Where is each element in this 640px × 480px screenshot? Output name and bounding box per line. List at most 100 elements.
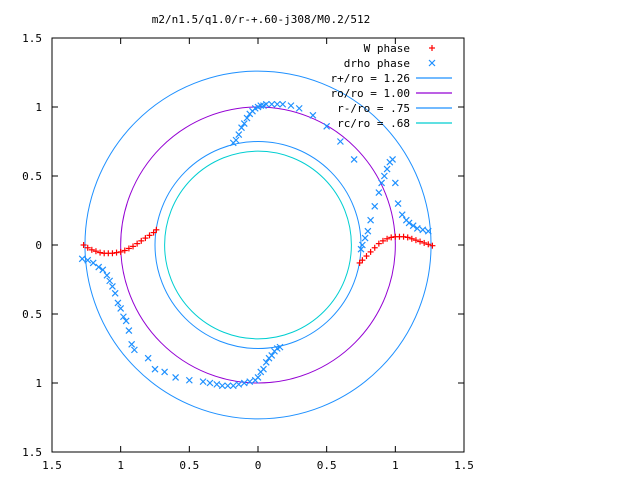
point-s1-13 — [125, 327, 133, 334]
point-s1-17 — [151, 365, 159, 373]
point-s1-29 — [246, 378, 254, 386]
y-tick-label-2: 0.5 — [22, 308, 42, 321]
point-s1-53 — [394, 200, 402, 208]
chart-title: m2/n1.5/q1.0/r-+.60-j308/M0.2/512 — [152, 13, 371, 26]
point-s0-34 — [417, 238, 424, 245]
point-s1-16 — [144, 354, 152, 362]
point-s0-27 — [388, 234, 395, 241]
x-tick-label-6: 1.5 — [454, 459, 474, 472]
point-s1-48 — [380, 172, 388, 180]
point-s0-33 — [412, 237, 419, 244]
point-s1-5 — [103, 271, 111, 279]
point-s0-21 — [363, 253, 370, 260]
point-s0-31 — [404, 234, 411, 241]
point-s1-10 — [117, 305, 125, 312]
point-s1-66 — [243, 114, 251, 122]
point-s1-8 — [111, 289, 119, 297]
point-s1-4 — [99, 266, 107, 274]
point-s0-12 — [130, 243, 137, 250]
circle-3 — [164, 150, 352, 340]
y-tick-label-3: 0 — [35, 239, 42, 252]
point-s0-24 — [375, 240, 382, 247]
plot-frame — [51, 37, 465, 453]
point-s0-25 — [379, 237, 386, 244]
point-s1-82 — [350, 156, 358, 163]
point-s1-78 — [295, 104, 303, 112]
x-tick-label-4: 0.5 — [317, 459, 337, 472]
legend-label-0: W phase — [364, 42, 410, 55]
x-tick-label-1: 1 — [117, 459, 124, 472]
point-s1-44 — [367, 216, 375, 224]
point-s1-56 — [405, 219, 413, 227]
point-s1-47 — [378, 179, 386, 187]
legend-label-3: ro/ro = 1.00 — [331, 87, 410, 100]
point-s1-39 — [276, 343, 284, 351]
point-s0-20 — [359, 257, 366, 264]
axis-ticks: 1.5 1 0.5 0 0.5 1 1.51.510.500.511.5 — [22, 32, 474, 472]
point-s1-43 — [364, 227, 372, 235]
point-s1-64 — [238, 124, 245, 132]
point-s1-3 — [95, 263, 103, 271]
point-s0-18 — [153, 226, 160, 233]
point-s1-80 — [323, 122, 331, 130]
point-s1-23 — [213, 380, 221, 388]
point-s1-57 — [409, 222, 417, 230]
point-s0-36 — [425, 241, 432, 248]
point-s0-16 — [146, 232, 153, 239]
point-s1-62 — [232, 136, 240, 144]
legend-label-4: r-/ro = .75 — [337, 102, 410, 115]
point-s0-10 — [121, 247, 128, 254]
point-s1-1 — [84, 256, 92, 264]
point-s1-28 — [240, 379, 248, 387]
point-s0-15 — [142, 235, 149, 242]
x-tick-label-0: 1.5 — [42, 459, 62, 472]
point-s1-31 — [254, 374, 262, 381]
point-s1-79 — [309, 111, 317, 119]
data-points — [78, 100, 436, 390]
y-tick-label-0: 1.5 — [22, 446, 42, 459]
point-s0-19 — [356, 259, 363, 266]
point-s0-1 — [84, 244, 91, 251]
point-s0-11 — [125, 245, 132, 252]
point-s1-26 — [229, 382, 237, 390]
point-s0-9 — [117, 248, 124, 255]
point-s1-51 — [389, 156, 397, 163]
point-s0-23 — [371, 244, 378, 251]
point-s1-71 — [257, 102, 265, 110]
point-s1-54 — [398, 211, 406, 219]
point-s0-13 — [134, 240, 141, 247]
point-s1-25 — [224, 382, 232, 390]
point-s1-74 — [268, 100, 276, 108]
y-tick-label-5: 1 — [35, 101, 42, 114]
point-s0-30 — [400, 233, 407, 240]
point-s1-36 — [268, 351, 276, 359]
point-s1-14 — [128, 340, 136, 348]
point-s1-75 — [273, 100, 281, 108]
point-s0-2 — [88, 246, 95, 253]
circle-1 — [120, 106, 396, 384]
legend-label-1: drho phase — [344, 57, 410, 70]
point-s1-6 — [106, 277, 114, 285]
point-s0-35 — [421, 239, 428, 246]
point-s1-22 — [206, 379, 214, 387]
x-tick-label-3: 0 — [255, 459, 262, 472]
legend: W phase drho phase r+/ro = 1.26 ro/ro = 1.0… — [331, 42, 452, 130]
point-s1-9 — [114, 299, 122, 307]
x-tick-label-5: 1 — [392, 459, 399, 472]
point-s1-0 — [78, 255, 86, 263]
legend-swatch-1 — [428, 59, 436, 67]
point-s0-8 — [113, 249, 120, 256]
point-s1-49 — [383, 165, 391, 173]
point-s1-60 — [424, 227, 432, 235]
point-s1-34 — [262, 358, 270, 366]
point-s1-18 — [161, 368, 169, 376]
legend-label-2: r+/ro = 1.26 — [331, 72, 410, 85]
x-tick-label-2: 0.5 — [179, 459, 199, 472]
point-s1-73 — [262, 100, 270, 108]
point-s1-24 — [218, 382, 226, 390]
point-s0-22 — [367, 248, 374, 255]
point-s1-42 — [361, 234, 369, 242]
point-s1-12 — [122, 317, 130, 325]
point-s1-65 — [240, 120, 248, 127]
